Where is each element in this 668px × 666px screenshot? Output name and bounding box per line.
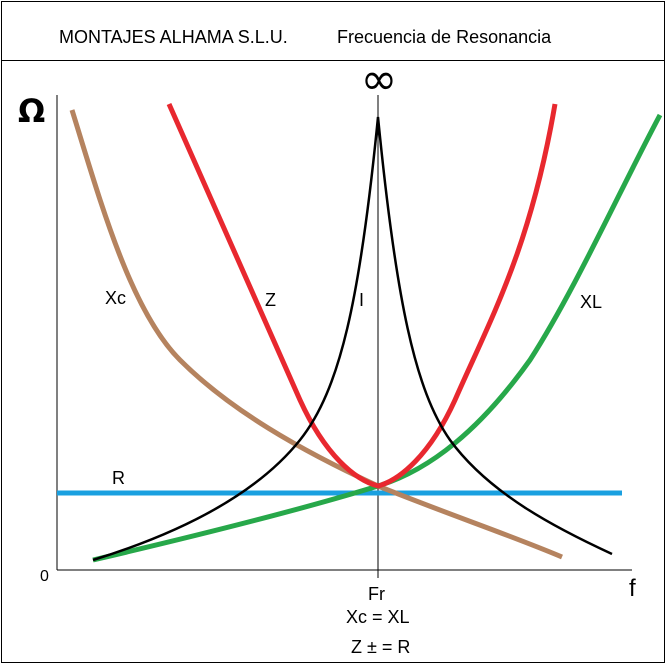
xc-label: Xc — [105, 288, 127, 308]
y-axis-label: Ω — [18, 92, 46, 130]
header-bar: MONTAJES ALHAMA S.L.U. Frecuencia de Res… — [1, 1, 665, 61]
resonance-label: Fr — [368, 584, 385, 604]
r-label: R — [112, 468, 125, 488]
equation-1: Xc = XL — [346, 607, 410, 627]
equation-2: Z ± = R — [351, 637, 411, 657]
x-axis-label: f — [629, 575, 636, 602]
z-label: Z — [265, 290, 276, 310]
xc-curve — [69, 109, 563, 560]
infinity-symbol: ∞ — [361, 54, 398, 105]
xl-curve — [92, 113, 663, 563]
i-curve — [92, 116, 613, 562]
company-name: MONTAJES ALHAMA S.L.U. — [59, 27, 288, 47]
z-curve — [166, 102, 558, 489]
xl-label: XL — [580, 292, 603, 312]
i-label: I — [359, 290, 365, 310]
diagram-title: Frecuencia de Resonancia — [337, 27, 552, 47]
origin-label: 0 — [40, 568, 49, 585]
